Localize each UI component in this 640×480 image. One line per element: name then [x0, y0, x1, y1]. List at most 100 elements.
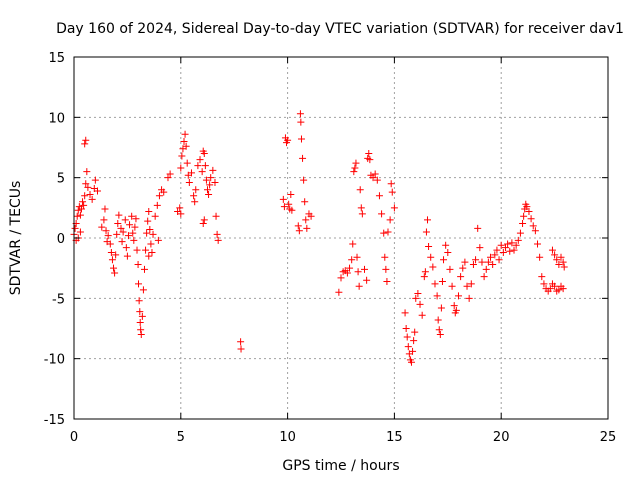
data-point-marker [139, 286, 147, 294]
data-point-marker [192, 186, 200, 194]
data-point-marker [538, 273, 546, 281]
data-point-marker [480, 273, 488, 281]
data-point-marker [98, 223, 106, 231]
data-point-marker [129, 229, 137, 237]
data-point-marker [122, 244, 130, 252]
data-point-marker [510, 246, 518, 254]
data-point-marker [111, 269, 119, 277]
data-point-marker [553, 256, 561, 264]
y-tick-label: -10 [44, 353, 65, 368]
y-tick-label: -15 [44, 413, 65, 428]
data-point-marker [416, 300, 424, 308]
data-point-marker [199, 220, 207, 228]
data-point-marker [386, 216, 394, 224]
data-point-marker [350, 168, 358, 176]
data-point-marker [164, 174, 172, 182]
data-point-marker [401, 309, 409, 317]
data-point-marker [108, 256, 116, 264]
data-point-marker [467, 280, 475, 288]
data-point-marker [144, 217, 152, 225]
data-point-marker [140, 265, 148, 273]
data-point-marker [121, 216, 129, 224]
data-point-marker [551, 251, 559, 259]
data-point-marker [427, 253, 435, 261]
data-point-marker [335, 288, 343, 296]
data-point-marker [183, 159, 191, 167]
data-point-marker [211, 178, 219, 186]
data-point-marker [442, 241, 450, 249]
data-point-marker [110, 264, 118, 272]
data-point-marker [100, 216, 108, 224]
y-tick-label: 10 [48, 111, 65, 126]
data-point-marker [201, 162, 209, 170]
y-tick-label: 5 [57, 172, 65, 187]
data-point-marker [378, 210, 386, 218]
data-point-marker [489, 261, 497, 269]
data-point-marker [388, 188, 396, 196]
y-tick-label: 15 [48, 51, 65, 66]
data-point-marker [371, 170, 379, 178]
data-points [70, 110, 568, 366]
data-point-marker [380, 229, 388, 237]
data-point-marker [88, 195, 96, 203]
data-point-marker [177, 210, 185, 218]
x-tick-label: 5 [177, 430, 185, 445]
data-point-marker [353, 253, 361, 261]
data-point-marker [135, 280, 143, 288]
data-point-marker [297, 118, 305, 126]
data-point-marker [299, 154, 307, 162]
data-point-marker [307, 212, 315, 220]
data-point-marker [237, 345, 245, 353]
data-point-marker [81, 140, 89, 148]
data-point-marker [155, 192, 163, 200]
data-point-marker [132, 215, 140, 223]
data-point-marker [301, 198, 309, 206]
data-point-marker [363, 276, 371, 284]
data-point-marker [202, 176, 210, 184]
data-point-marker [429, 263, 437, 271]
data-point-marker [112, 251, 120, 259]
data-point-marker [190, 192, 198, 200]
x-tick-label: 10 [279, 430, 296, 445]
data-point-marker [279, 195, 287, 203]
data-point-marker [433, 292, 441, 300]
data-point-marker [117, 224, 125, 232]
data-point-marker [212, 212, 220, 220]
data-point-marker [128, 212, 136, 220]
data-point-marker [206, 181, 214, 189]
data-point-marker [495, 256, 503, 264]
data-point-marker [200, 216, 208, 224]
data-point-marker [287, 191, 295, 199]
data-point-marker [454, 292, 462, 300]
data-point-marker [499, 248, 507, 256]
data-point-marker [478, 258, 486, 266]
data-point-marker [366, 156, 374, 164]
data-point-marker [302, 216, 310, 224]
data-point-marker [523, 203, 531, 211]
y-axis-label: SDTVAR / TECUs [8, 181, 24, 296]
data-point-marker [465, 294, 473, 302]
data-point-marker [493, 246, 501, 254]
data-point-marker [418, 311, 426, 319]
data-point-marker [474, 224, 482, 232]
data-point-marker [77, 205, 85, 213]
data-point-marker [357, 204, 365, 212]
data-point-marker [84, 183, 92, 191]
data-point-marker [198, 168, 206, 176]
data-point-marker [434, 316, 442, 324]
grid-lines [74, 57, 608, 419]
data-point-marker [536, 253, 544, 261]
data-point-marker [560, 263, 568, 271]
data-point-marker [136, 318, 144, 326]
data-point-marker [384, 228, 392, 236]
data-point-marker [154, 236, 162, 244]
data-point-marker [440, 256, 448, 264]
data-point-marker [383, 277, 391, 285]
x-tick-label: 20 [493, 430, 510, 445]
data-point-marker [382, 265, 390, 273]
data-point-marker [355, 282, 363, 290]
data-point-marker [182, 142, 190, 150]
data-point-marker [402, 325, 410, 332]
data-point-marker [280, 203, 288, 211]
data-point-marker [469, 261, 477, 269]
